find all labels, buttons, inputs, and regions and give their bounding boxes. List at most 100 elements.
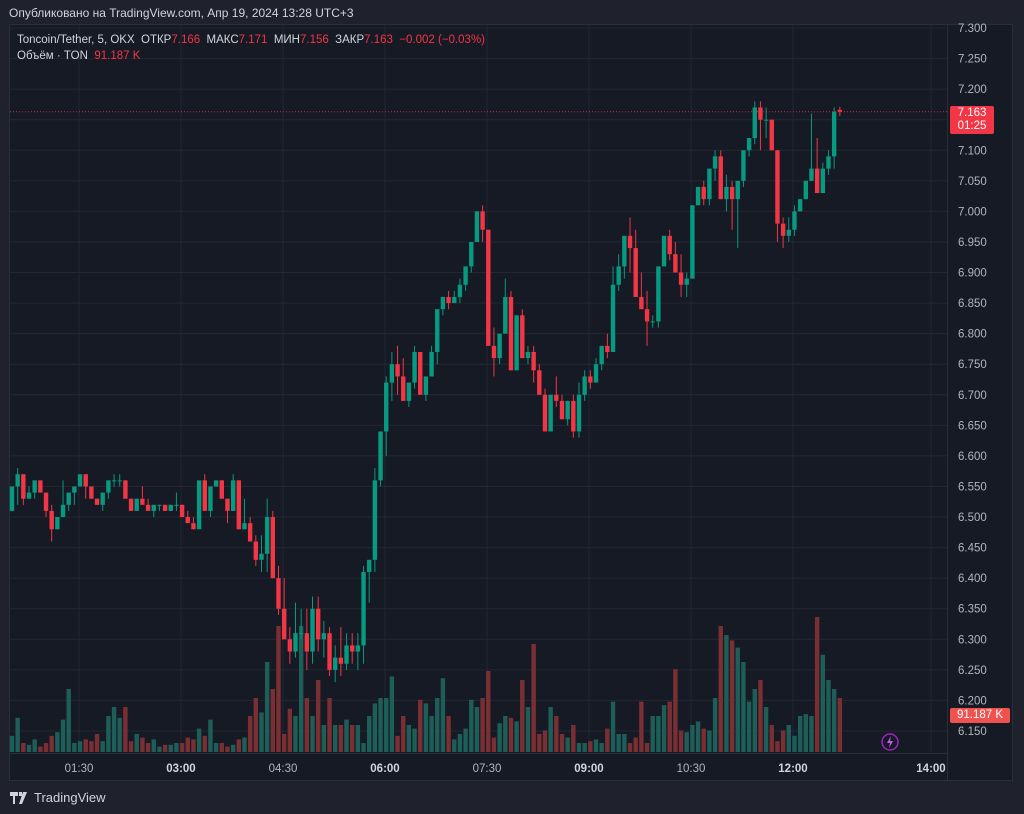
time-axis-tick: 12:00 <box>778 763 807 775</box>
candle <box>559 400 565 420</box>
volume-bar <box>707 730 712 752</box>
change-value: −0.002 (−0.03%) <box>399 34 485 46</box>
candle <box>729 186 735 200</box>
volume-bar <box>673 669 678 752</box>
price-axis-tick: 7.300 <box>958 23 987 35</box>
volume-bar <box>361 743 366 752</box>
volume-bar <box>230 744 236 752</box>
volume-bar <box>752 689 757 752</box>
candle <box>457 284 463 297</box>
candle <box>247 523 253 542</box>
volume-bar <box>26 744 32 752</box>
candle <box>452 296 457 304</box>
volume-bar <box>157 746 162 752</box>
volume-bar <box>531 644 536 752</box>
price-axis-tick: 7.000 <box>958 206 987 218</box>
volume-label[interactable]: Объём · TON <box>17 50 88 62</box>
candle <box>520 315 525 359</box>
price-axis-tick: 6.350 <box>958 604 987 616</box>
price-axis-tick: 6.750 <box>958 359 987 371</box>
volume-bar <box>429 716 434 752</box>
price-axis-tick: 6.300 <box>958 634 987 646</box>
candle <box>673 254 678 273</box>
candle <box>26 492 32 499</box>
price-axis-tick: 7.050 <box>958 176 987 188</box>
volume-bar <box>128 741 134 752</box>
volume-bar <box>582 743 587 752</box>
candle <box>797 199 803 212</box>
price-axis-tick: 7.200 <box>958 84 987 96</box>
price-axis-tick: 6.800 <box>958 329 987 341</box>
volume-bar <box>690 725 695 752</box>
price-axis-tick: 6.600 <box>958 451 987 463</box>
symbol-label[interactable]: Toncoin/Tether, 5, OKX <box>17 34 135 46</box>
candle <box>253 541 259 560</box>
tradingview-logo[interactable]: TradingView <box>10 790 106 805</box>
volume-bar <box>457 734 463 752</box>
candle <box>497 333 502 359</box>
candle <box>423 376 429 395</box>
candle <box>395 364 400 377</box>
candle <box>293 633 298 652</box>
candle <box>55 517 60 530</box>
volume-bar <box>497 723 502 752</box>
candle <box>281 608 287 640</box>
candle <box>230 480 236 511</box>
candle <box>576 394 582 432</box>
candle <box>327 633 332 670</box>
volume-bar <box>763 707 769 752</box>
volume-bar <box>344 719 349 752</box>
lightning-icon[interactable] <box>881 733 899 751</box>
volume-bar <box>350 725 355 752</box>
volume-bar <box>803 714 808 752</box>
volume-bar <box>605 728 610 752</box>
volume-bar <box>469 699 474 752</box>
candle <box>236 480 241 530</box>
candle <box>49 510 54 530</box>
candle <box>412 351 417 383</box>
candle <box>94 498 100 505</box>
volume-bar <box>327 698 332 752</box>
candle <box>117 480 122 482</box>
volume-bar <box>491 737 497 752</box>
candle <box>106 480 111 493</box>
price-axis-tick: 6.150 <box>958 726 987 738</box>
candle <box>769 119 774 151</box>
volume-bar <box>418 699 423 752</box>
volume-bar <box>208 719 213 752</box>
time-axis-tick: 07:30 <box>473 763 502 775</box>
volume-bar <box>264 662 270 752</box>
volume-bar <box>384 698 389 752</box>
volume-bar <box>43 743 49 752</box>
candle <box>752 107 757 139</box>
low-value: 7.156 <box>299 34 329 46</box>
candle <box>89 486 94 499</box>
volume-bar <box>775 741 780 752</box>
volume-bar <box>293 716 298 752</box>
volume-bar <box>15 717 20 752</box>
candle <box>565 400 570 420</box>
candle <box>219 480 224 499</box>
candle <box>378 431 383 481</box>
volume-legend-row: Объём · TON 91.187 K <box>17 48 485 64</box>
candle <box>406 382 412 401</box>
candle <box>264 517 270 554</box>
volume-bar <box>503 716 508 752</box>
candle <box>134 498 139 511</box>
volume-bar <box>809 716 814 752</box>
volume-bar <box>525 707 531 752</box>
volume-bar <box>599 743 604 752</box>
candle <box>401 376 406 401</box>
low-label: МИН <box>273 34 300 46</box>
candle <box>758 107 763 120</box>
candle <box>38 480 43 493</box>
time-axis-tick: 09:00 <box>574 763 603 775</box>
candle <box>803 180 808 200</box>
candle <box>718 156 723 200</box>
volume-bar <box>270 689 276 752</box>
volume-bar <box>746 701 752 752</box>
candle <box>355 645 361 652</box>
candle <box>259 553 264 560</box>
time-axis-tick: 14:00 <box>916 763 945 775</box>
